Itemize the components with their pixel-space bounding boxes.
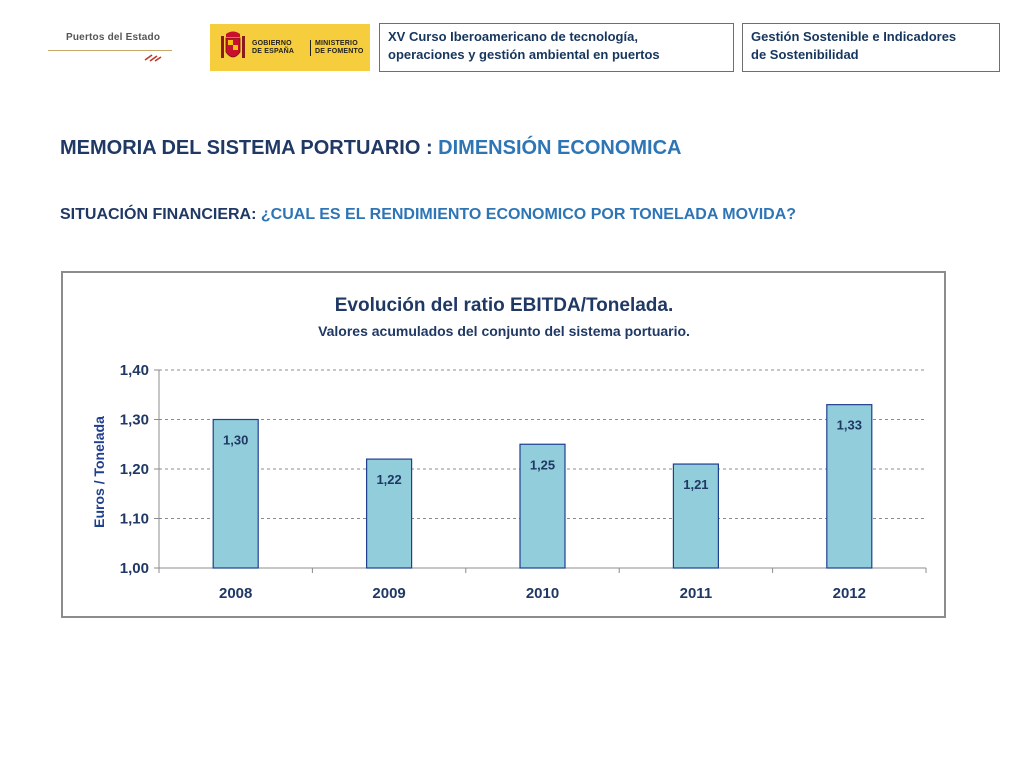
section-subtitle: SITUACIÓN FINANCIERA: ¿CUAL ES EL RENDIM…	[60, 206, 796, 224]
bar-2011	[672, 463, 720, 569]
chart-title: Evolución del ratio EBITDA/Tonelada.	[335, 295, 674, 316]
section-subtitle-question: ¿CUAL ES EL RENDIMIENTO ECONOMICO POR TO…	[260, 206, 797, 223]
page-title: MEMORIA DEL SISTEMA PORTUARIO : DIMENSIÓ…	[60, 137, 682, 160]
data-label-2011: 1,21	[683, 477, 708, 492]
y-tick-label: 1,10	[120, 511, 149, 528]
y-tick-label: 1,20	[120, 461, 149, 478]
ebitda-bar-chart: Evolución del ratio EBITDA/Tonelada. Val…	[91, 295, 927, 602]
ministerio-line-1: MINISTERIO	[315, 40, 358, 47]
gridlines	[159, 369, 926, 519]
x-tick-label-2011: 2011	[680, 585, 713, 602]
bars	[212, 404, 873, 569]
data-label-2008: 1,30	[223, 433, 248, 448]
bar-2010	[519, 443, 566, 569]
data-label-2010: 1,25	[530, 457, 555, 472]
puertos-wave-icon	[144, 54, 162, 62]
data-label-2012: 1,33	[837, 418, 862, 433]
x-tick-label-2008: 2008	[219, 585, 252, 602]
gobierno-line-2: DE ESPAÑA	[252, 48, 295, 55]
puertos-del-estado-logo-text: Puertos del Estado	[66, 32, 161, 43]
x-tick-label-2012: 2012	[833, 585, 866, 602]
x-tick-label-2010: 2010	[526, 585, 559, 602]
gobierno-line-1: GOBIERNO	[252, 40, 292, 47]
topic-title-box: Gestión Sostenible e Indicadores de Sost…	[742, 23, 1000, 72]
y-tick-label: 1,40	[120, 362, 149, 379]
course-title-line-1: XV Curso Iberoamericano de tecnología,	[388, 29, 638, 44]
y-tick-label: 1,00	[120, 560, 149, 577]
ministerio-text: MINISTERIO DE FOMENTO	[310, 40, 364, 56]
coat-of-arms-icon	[221, 31, 245, 58]
puertos-del-estado-logo: Puertos del Estado	[48, 28, 176, 68]
bar-2012	[826, 404, 873, 569]
page-title-prefix: MEMORIA DEL SISTEMA PORTUARIO :	[60, 137, 439, 159]
topic-title-line-1: Gestión Sostenible e Indicadores	[751, 29, 957, 44]
chart-subtitle: Valores acumulados del conjunto del sist…	[318, 323, 690, 339]
logo-divider	[48, 50, 172, 51]
bar-2008	[212, 418, 259, 569]
y-axis-label: Euros / Tonelada	[91, 416, 107, 528]
ministerio-line-2: DE FOMENTO	[315, 48, 364, 55]
course-title-box: XV Curso Iberoamericano de tecnología, o…	[379, 23, 734, 72]
section-subtitle-prefix: SITUACIÓN FINANCIERA:	[60, 206, 261, 223]
bar-2009	[366, 458, 413, 569]
labels: 1,00 1,10 1,20 1,30 1,40 1,30 2008 1,22 2009 1,25…	[120, 362, 866, 602]
gobierno-espana-logo: GOBIERNO DE ESPAÑA MINISTERIO DE FOMENTO	[210, 24, 370, 71]
gobierno-text: GOBIERNO DE ESPAÑA	[252, 40, 294, 56]
course-title-line-2: operaciones y gestión ambiental en puert…	[388, 47, 660, 62]
y-tick-label: 1,30	[120, 412, 149, 429]
data-label-2009: 1,22	[376, 472, 401, 487]
x-tick-label-2009: 2009	[372, 585, 405, 602]
chart-frame: Evolución del ratio EBITDA/Tonelada. Val…	[61, 271, 946, 618]
page-title-highlight: DIMENSIÓN ECONOMICA	[438, 137, 682, 159]
topic-title-line-2: de Sostenibilidad	[751, 47, 859, 62]
